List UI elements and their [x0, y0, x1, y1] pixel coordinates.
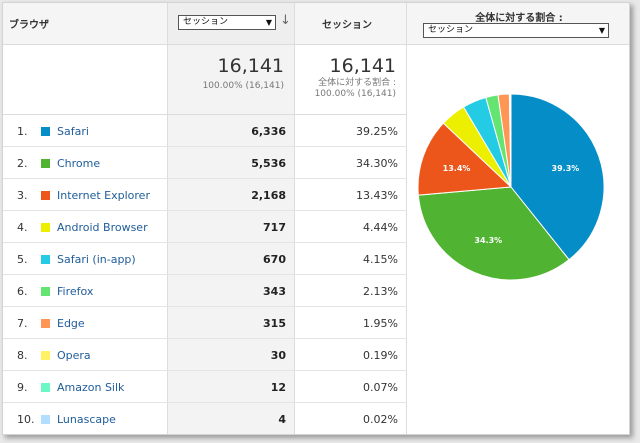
sessions-percent: 34.30% — [356, 157, 398, 170]
pie-slice-internet-explorer[interactable] — [417, 122, 513, 196]
table-row: 5. Safari (in-app) 670 4.15% — [3, 243, 407, 275]
metric-value: 6,336 — [251, 125, 286, 138]
table-row: 2. Chrome 5,536 34.30% — [3, 147, 407, 179]
browser-link[interactable]: Internet Explorer — [57, 189, 150, 202]
chart-area: 39.3% 34.3% 13.4% — [407, 45, 629, 434]
pie-slice-chrome[interactable] — [417, 186, 570, 281]
pie-slice-label: 13.4% — [443, 164, 471, 173]
table-row: 8. Opera 30 0.19% — [3, 339, 407, 371]
row-index: 4. — [17, 221, 28, 234]
totals-metric-cell: 16,141 100.00% (16,141) — [168, 45, 295, 115]
total-sessions-value: 16,141 — [329, 55, 396, 77]
sessions-percent: 2.13% — [363, 285, 398, 298]
browser-header-label: ブラウザ — [9, 20, 49, 31]
sessions-column-header[interactable]: セッション — [295, 3, 407, 45]
metric-value: 12 — [270, 381, 286, 394]
metric-value: 5,536 — [251, 157, 286, 170]
browser-link[interactable]: Lunascape — [57, 413, 116, 426]
table-row: 1. Safari 6,336 39.25% — [3, 115, 407, 147]
sort-descending-icon[interactable]: ↓ — [280, 13, 291, 28]
sessions-percent: 0.19% — [363, 349, 398, 362]
legend-swatch — [41, 351, 50, 360]
table-row: 6. Firefox 343 2.13% — [3, 275, 407, 307]
pie-slice-label: 39.3% — [552, 164, 580, 173]
table-row: 7. Edge 315 1.95% — [3, 307, 407, 339]
browser-link[interactable]: Amazon Silk — [57, 381, 125, 394]
chart-column-header: 全体に対する割合 : セッション ▼ — [407, 3, 629, 45]
caret-down-icon: ▼ — [265, 18, 272, 27]
metric-value: 4 — [278, 413, 286, 426]
table-row: 10. Lunascape 4 0.02% — [3, 403, 407, 434]
data-rows: 1. Safari 6,336 39.25% 2. Chrome 5,536 34.… — [3, 115, 407, 434]
sessions-percent: 4.44% — [363, 221, 398, 234]
browser-link[interactable]: Firefox — [57, 285, 94, 298]
total-sessions-sub-value: 100.00% (16,141) — [314, 89, 396, 99]
legend-swatch — [41, 287, 50, 296]
browser-link[interactable]: Opera — [57, 349, 91, 362]
metric-value: 343 — [263, 285, 286, 298]
total-metric-sub: 100.00% (16,141) — [202, 81, 284, 91]
pie-chart: 39.3% 34.3% 13.4% — [417, 93, 605, 281]
row-index: 1. — [17, 125, 28, 138]
total-metric-value: 16,141 — [217, 55, 284, 77]
row-index: 10. — [17, 413, 35, 426]
metric-select-value: セッション — [183, 17, 229, 27]
row-index: 7. — [17, 317, 28, 330]
table-row: 4. Android Browser 717 4.44% — [3, 211, 407, 243]
sessions-percent: 39.25% — [356, 125, 398, 138]
metric-select[interactable]: セッション ▼ — [178, 15, 276, 30]
sessions-header-label: セッション — [322, 20, 372, 31]
totals-browser-cell — [3, 45, 168, 115]
browser-link[interactable]: Safari (in-app) — [57, 253, 136, 266]
legend-swatch — [41, 223, 50, 232]
legend-swatch — [41, 319, 50, 328]
table-row: 9. Amazon Silk 12 0.07% — [3, 371, 407, 403]
sessions-percent: 13.43% — [356, 189, 398, 202]
legend-swatch — [41, 255, 50, 264]
chart-select-value: セッション — [428, 25, 474, 35]
row-index: 2. — [17, 157, 28, 170]
sessions-percent: 0.07% — [363, 381, 398, 394]
row-index: 5. — [17, 253, 28, 266]
legend-swatch — [41, 159, 50, 168]
legend-swatch — [41, 127, 50, 136]
browser-link[interactable]: Edge — [57, 317, 85, 330]
pie-slice-safari[interactable] — [510, 93, 605, 261]
legend-swatch — [41, 191, 50, 200]
browser-column-header[interactable]: ブラウザ — [3, 3, 168, 45]
sessions-percent: 1.95% — [363, 317, 398, 330]
chart-title: 全体に対する割合 : — [475, 13, 563, 24]
sessions-percent: 0.02% — [363, 413, 398, 426]
chart-metric-select[interactable]: セッション ▼ — [423, 23, 609, 38]
metric-value: 717 — [263, 221, 286, 234]
row-index: 6. — [17, 285, 28, 298]
browser-link[interactable]: Safari — [57, 125, 89, 138]
analytics-report-table: ブラウザ セッション ▼ ↓ セッション 全体に対する割合 : セッション ▼ … — [2, 2, 630, 435]
legend-swatch — [41, 415, 50, 424]
metric-value: 30 — [270, 349, 286, 362]
metric-value: 670 — [263, 253, 286, 266]
browser-link[interactable]: Android Browser — [57, 221, 148, 234]
browser-link[interactable]: Chrome — [57, 157, 101, 170]
sessions-percent: 4.15% — [363, 253, 398, 266]
metric-value: 2,168 — [251, 189, 286, 202]
totals-sessions-cell: 16,141 全体に対する割合 : 100.00% (16,141) — [295, 45, 407, 115]
row-index: 8. — [17, 349, 28, 362]
legend-swatch — [41, 383, 50, 392]
pie-slice-label: 34.3% — [474, 236, 502, 245]
row-index: 3. — [17, 189, 28, 202]
row-index: 9. — [17, 381, 28, 394]
metric-column-header: セッション ▼ ↓ — [168, 3, 295, 45]
metric-value: 315 — [263, 317, 286, 330]
caret-down-icon: ▼ — [598, 26, 605, 35]
table-row: 3. Internet Explorer 2,168 13.43% — [3, 179, 407, 211]
total-sessions-sub-label: 全体に対する割合 : — [318, 78, 396, 88]
